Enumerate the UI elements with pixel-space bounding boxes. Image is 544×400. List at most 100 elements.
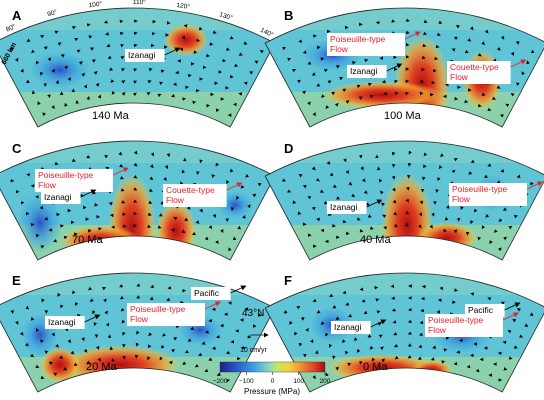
colorbar <box>219 361 326 373</box>
high-pressure-zone <box>156 201 196 260</box>
label-box <box>465 304 505 317</box>
pointer-arrow <box>386 63 403 72</box>
label-box <box>127 303 205 326</box>
pointer-arrow <box>404 31 421 40</box>
pointer-arrow <box>502 312 519 321</box>
label-text: Poiseuille-type <box>130 304 186 314</box>
label-text: Izanagi <box>128 50 156 60</box>
label-box <box>125 49 165 62</box>
label-box <box>347 65 387 78</box>
izanagi-label: Izanagi <box>347 63 403 78</box>
label-text: Couette-type <box>166 185 215 195</box>
high-pressure-zone <box>322 81 442 109</box>
pointer-arrow <box>366 199 383 208</box>
label-text: Izanagi <box>44 192 72 202</box>
panel-letter: D <box>284 141 293 156</box>
colorbar-title: Pressure (MPa) <box>244 387 300 396</box>
label-text: Flow <box>38 180 57 190</box>
label-box <box>45 316 85 329</box>
pointer-arrow <box>84 314 101 323</box>
low-pressure-zone <box>30 52 90 88</box>
panel-age: 70 Ma <box>72 234 103 246</box>
longitude-tick-label: 90° <box>46 8 58 18</box>
panel-age: 40 Ma <box>360 234 391 246</box>
colorbar-tick: 200 <box>320 378 331 385</box>
longitude-tick-label: 120° <box>176 1 191 11</box>
label-box <box>41 191 81 204</box>
label-box <box>327 201 367 214</box>
label-box <box>425 314 503 337</box>
high-pressure-zone <box>40 347 80 383</box>
panel-letter: A <box>12 8 22 23</box>
longitude-tick-label: 80° <box>5 22 18 33</box>
izanagi-label: Izanagi <box>125 47 181 62</box>
label-text: Poiseuille-type <box>38 170 94 180</box>
scale-label: 10 cm/yr <box>240 347 268 354</box>
latitude-label: 43°N <box>242 308 264 319</box>
label-box <box>35 169 113 192</box>
colorbar-tick: 100 <box>293 378 304 385</box>
longitude-tick-label: 100° <box>88 0 103 9</box>
label-text: Flow <box>428 325 447 335</box>
section-outline <box>264 140 544 261</box>
pressure-field <box>0 273 275 392</box>
colorbar-tick: −100 <box>239 378 254 385</box>
label-text: Pacific <box>194 288 220 298</box>
izanagi-label: Izanagi <box>41 189 97 204</box>
velocity-vectors <box>9 19 264 117</box>
izanagi-label: Izanagi <box>45 314 101 329</box>
label-text: Izanagi <box>48 317 76 327</box>
label-text: Flow <box>330 44 349 54</box>
pointer-arrow <box>230 285 247 294</box>
izanagi-label: Izanagi <box>331 319 387 334</box>
label-text: Flow <box>130 314 149 324</box>
panel-age: 140 Ma <box>92 110 130 122</box>
label-text: Flow <box>166 195 185 205</box>
low-pressure-zone <box>18 193 62 253</box>
panel-letter: E <box>12 273 21 288</box>
label-text: Izanagi <box>334 322 362 332</box>
label-text: Flow <box>450 72 469 82</box>
label-text: Couette-type <box>450 62 499 72</box>
section-outline <box>264 272 544 393</box>
pointer-arrow <box>112 167 129 176</box>
section-outline <box>264 7 544 128</box>
colorbar-tick: 0 <box>271 378 275 385</box>
pointer-arrow <box>204 301 221 310</box>
panel-letter: C <box>12 141 22 156</box>
izanagi-label: Izanagi <box>327 199 383 214</box>
longitude-tick-label: 110° <box>133 0 147 6</box>
panel-letter: F <box>284 273 292 288</box>
label-box <box>449 183 527 206</box>
panel-age: 0 Ma <box>363 361 388 373</box>
pointer-arrow <box>370 319 387 328</box>
longitude-tick-label: 130° <box>218 10 234 22</box>
pacific-label: Pacific <box>191 285 247 300</box>
pressure-field <box>0 7 275 127</box>
pointer-arrow <box>510 59 527 68</box>
label-text: Poiseuille-type <box>330 34 386 44</box>
label-box <box>191 287 231 300</box>
label-box <box>327 33 405 56</box>
legend-inset: 43°N 10 cm/yr −200 −100 0 100 200 Pressure (MPa… <box>213 308 331 396</box>
label-text: Izanagi <box>330 202 358 212</box>
colorbar-tick: −200 <box>213 378 228 385</box>
label-text: Flow <box>452 194 471 204</box>
label-text: Izanagi <box>350 66 378 76</box>
pointer-arrow <box>164 47 181 56</box>
label-box <box>163 184 227 207</box>
panel-c: C70 MaPoiseuille-typeFlowIzanagiCouette-… <box>0 140 311 261</box>
